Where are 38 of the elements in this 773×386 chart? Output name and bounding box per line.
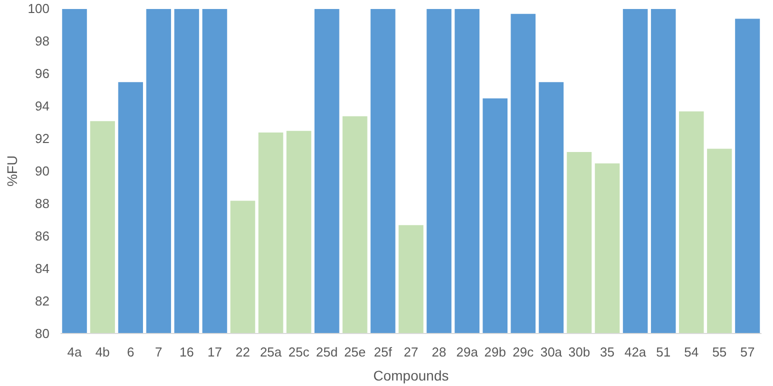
x-tick-label: 22 <box>236 344 250 360</box>
x-tick-label: 29c <box>512 344 534 360</box>
x-tick-label: 6 <box>126 344 134 360</box>
x-tick-label: 4a <box>67 344 83 360</box>
x-tick-label: 30a <box>540 344 563 360</box>
x-tick-label: 25f <box>374 344 392 360</box>
x-tick-label: 17 <box>207 344 222 360</box>
y-tick-label: 96 <box>35 66 50 81</box>
x-tick-label: 25c <box>288 344 310 360</box>
x-tick-label: 7 <box>155 344 162 360</box>
y-tick-label: 86 <box>35 228 50 244</box>
y-tick-label: 94 <box>35 98 50 114</box>
x-tick-label: 30b <box>568 344 590 360</box>
x-tick-label: 29a <box>456 344 479 360</box>
y-tick-label: 92 <box>35 131 50 146</box>
x-tick-label: 27 <box>404 344 418 360</box>
y-tick-label: 90 <box>35 164 50 178</box>
x-axis-title: Compounds <box>373 368 449 384</box>
x-tick-label: 25a <box>260 344 282 360</box>
y-tick-label: 100 <box>28 1 50 16</box>
y-tick-label: 88 <box>35 196 50 211</box>
x-tick-label: 29b <box>484 344 506 360</box>
x-tick-label: 25d <box>316 344 338 360</box>
y-tick-label: 82 <box>35 294 50 308</box>
x-tick-label: 25e <box>344 344 366 360</box>
x-tick-label: 51 <box>656 344 671 360</box>
y-tick-label: 84 <box>35 261 50 276</box>
x-tick-label: 16 <box>179 344 194 360</box>
x-tick-label: 28 <box>432 344 446 360</box>
x-tick-label: 4b <box>95 344 110 360</box>
y-tick-label: 98 <box>35 34 50 48</box>
x-tick-label: 42a <box>624 344 647 360</box>
x-tick-label: 54 <box>684 344 699 360</box>
y-axis-title: %FU <box>4 155 20 187</box>
y-tick-label: 80 <box>35 326 50 341</box>
x-tick-label: 55 <box>712 344 727 360</box>
x-tick-label: 35 <box>600 344 615 360</box>
x-tick-label: 57 <box>740 344 755 360</box>
